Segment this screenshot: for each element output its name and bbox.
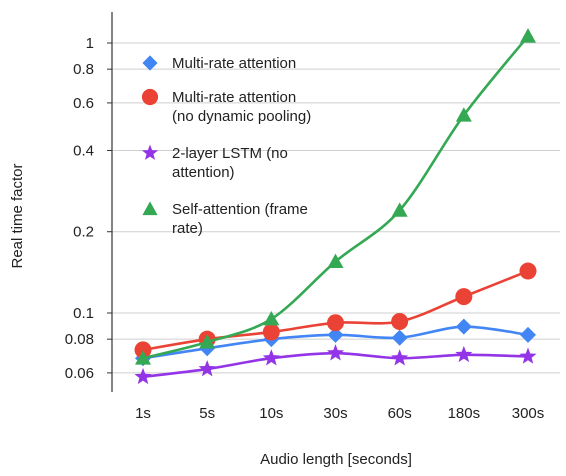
y-tick-label: 0.8 — [73, 61, 94, 78]
data-point-circle — [262, 323, 280, 341]
data-point-triangle — [135, 350, 151, 365]
legend-label: 2-layer LSTM (no — [172, 145, 288, 162]
data-point-circle — [134, 341, 152, 359]
legend-label: (no dynamic pooling) — [172, 108, 311, 125]
data-point-triangle — [391, 202, 408, 217]
data-point-diamond — [391, 329, 408, 346]
data-point-circle — [327, 314, 344, 332]
data-point-star — [391, 349, 409, 366]
data-point-triangle — [199, 334, 216, 349]
data-point-triangle — [455, 107, 472, 122]
legend-label: Multi-rate attention — [172, 89, 296, 106]
x-axis-title: Audio length [seconds] — [260, 451, 412, 468]
y-axis-title: Real time factor — [9, 163, 26, 268]
x-tick-label: 5s — [199, 405, 215, 422]
series-line — [142, 35, 530, 360]
x-tick-label: 10s — [259, 405, 283, 422]
x-tick-label: 180s — [448, 405, 481, 422]
y-tick-label: 1 — [86, 35, 94, 52]
x-tick-label: 60s — [388, 405, 412, 422]
x-tick-label: 300s — [512, 405, 545, 422]
y-tick-label: 0.06 — [65, 365, 94, 382]
data-point-star — [519, 347, 537, 364]
legend-item: Multi-rate attention — [142, 55, 296, 72]
series-circle — [134, 262, 537, 359]
legend-item: Multi-rate attention (no dynamic pooling) — [141, 88, 311, 125]
data-point-circle — [519, 262, 537, 280]
x-tick-label: 30s — [323, 405, 347, 422]
data-point-star — [455, 345, 473, 363]
data-point-circle — [455, 288, 473, 306]
legend-marker-star — [141, 144, 159, 160]
series-star — [134, 344, 537, 385]
legend-label: attention) — [172, 164, 235, 181]
legend-marker-circle — [141, 88, 159, 106]
data-point-star — [198, 360, 216, 377]
legend-item: 2-layer LSTM (no attention) — [141, 144, 288, 181]
data-point-triangle — [327, 253, 344, 269]
y-tick-label: 0.4 — [73, 142, 94, 159]
y-tick-label: 0.1 — [73, 305, 94, 322]
data-point-triangle — [520, 28, 536, 43]
data-point-triangle — [263, 311, 280, 326]
data-point-star — [134, 367, 152, 385]
data-point-circle — [391, 313, 409, 331]
data-point-diamond — [327, 326, 344, 343]
legend-label: Multi-rate attention — [172, 55, 296, 72]
legend-item: Self-attention (frame rate) — [142, 201, 308, 237]
x-tick-labels: 1s 5s 10s 30s 60s 180s 300s — [135, 405, 544, 422]
data-point-star — [262, 349, 280, 366]
y-tick-label: 0.6 — [73, 95, 94, 112]
legend-label: Self-attention (frame — [172, 201, 308, 218]
data-point-diamond — [455, 318, 472, 335]
data-point-diamond — [520, 326, 536, 343]
legend-marker-triangle — [142, 201, 158, 216]
gridlines — [107, 42, 560, 374]
y-tick-label: 0.2 — [73, 224, 94, 241]
y-tick-label: 0.08 — [65, 331, 94, 348]
series-triangle — [135, 28, 536, 365]
series — [134, 28, 537, 385]
legend-marker-diamond — [142, 55, 158, 71]
y-tick-labels: 0.06 0.08 0.1 0.2 0.4 0.6 0.8 1 — [65, 35, 94, 382]
x-tick-label: 1s — [135, 405, 151, 422]
data-point-star — [326, 344, 345, 361]
legend-label: rate) — [172, 220, 203, 237]
